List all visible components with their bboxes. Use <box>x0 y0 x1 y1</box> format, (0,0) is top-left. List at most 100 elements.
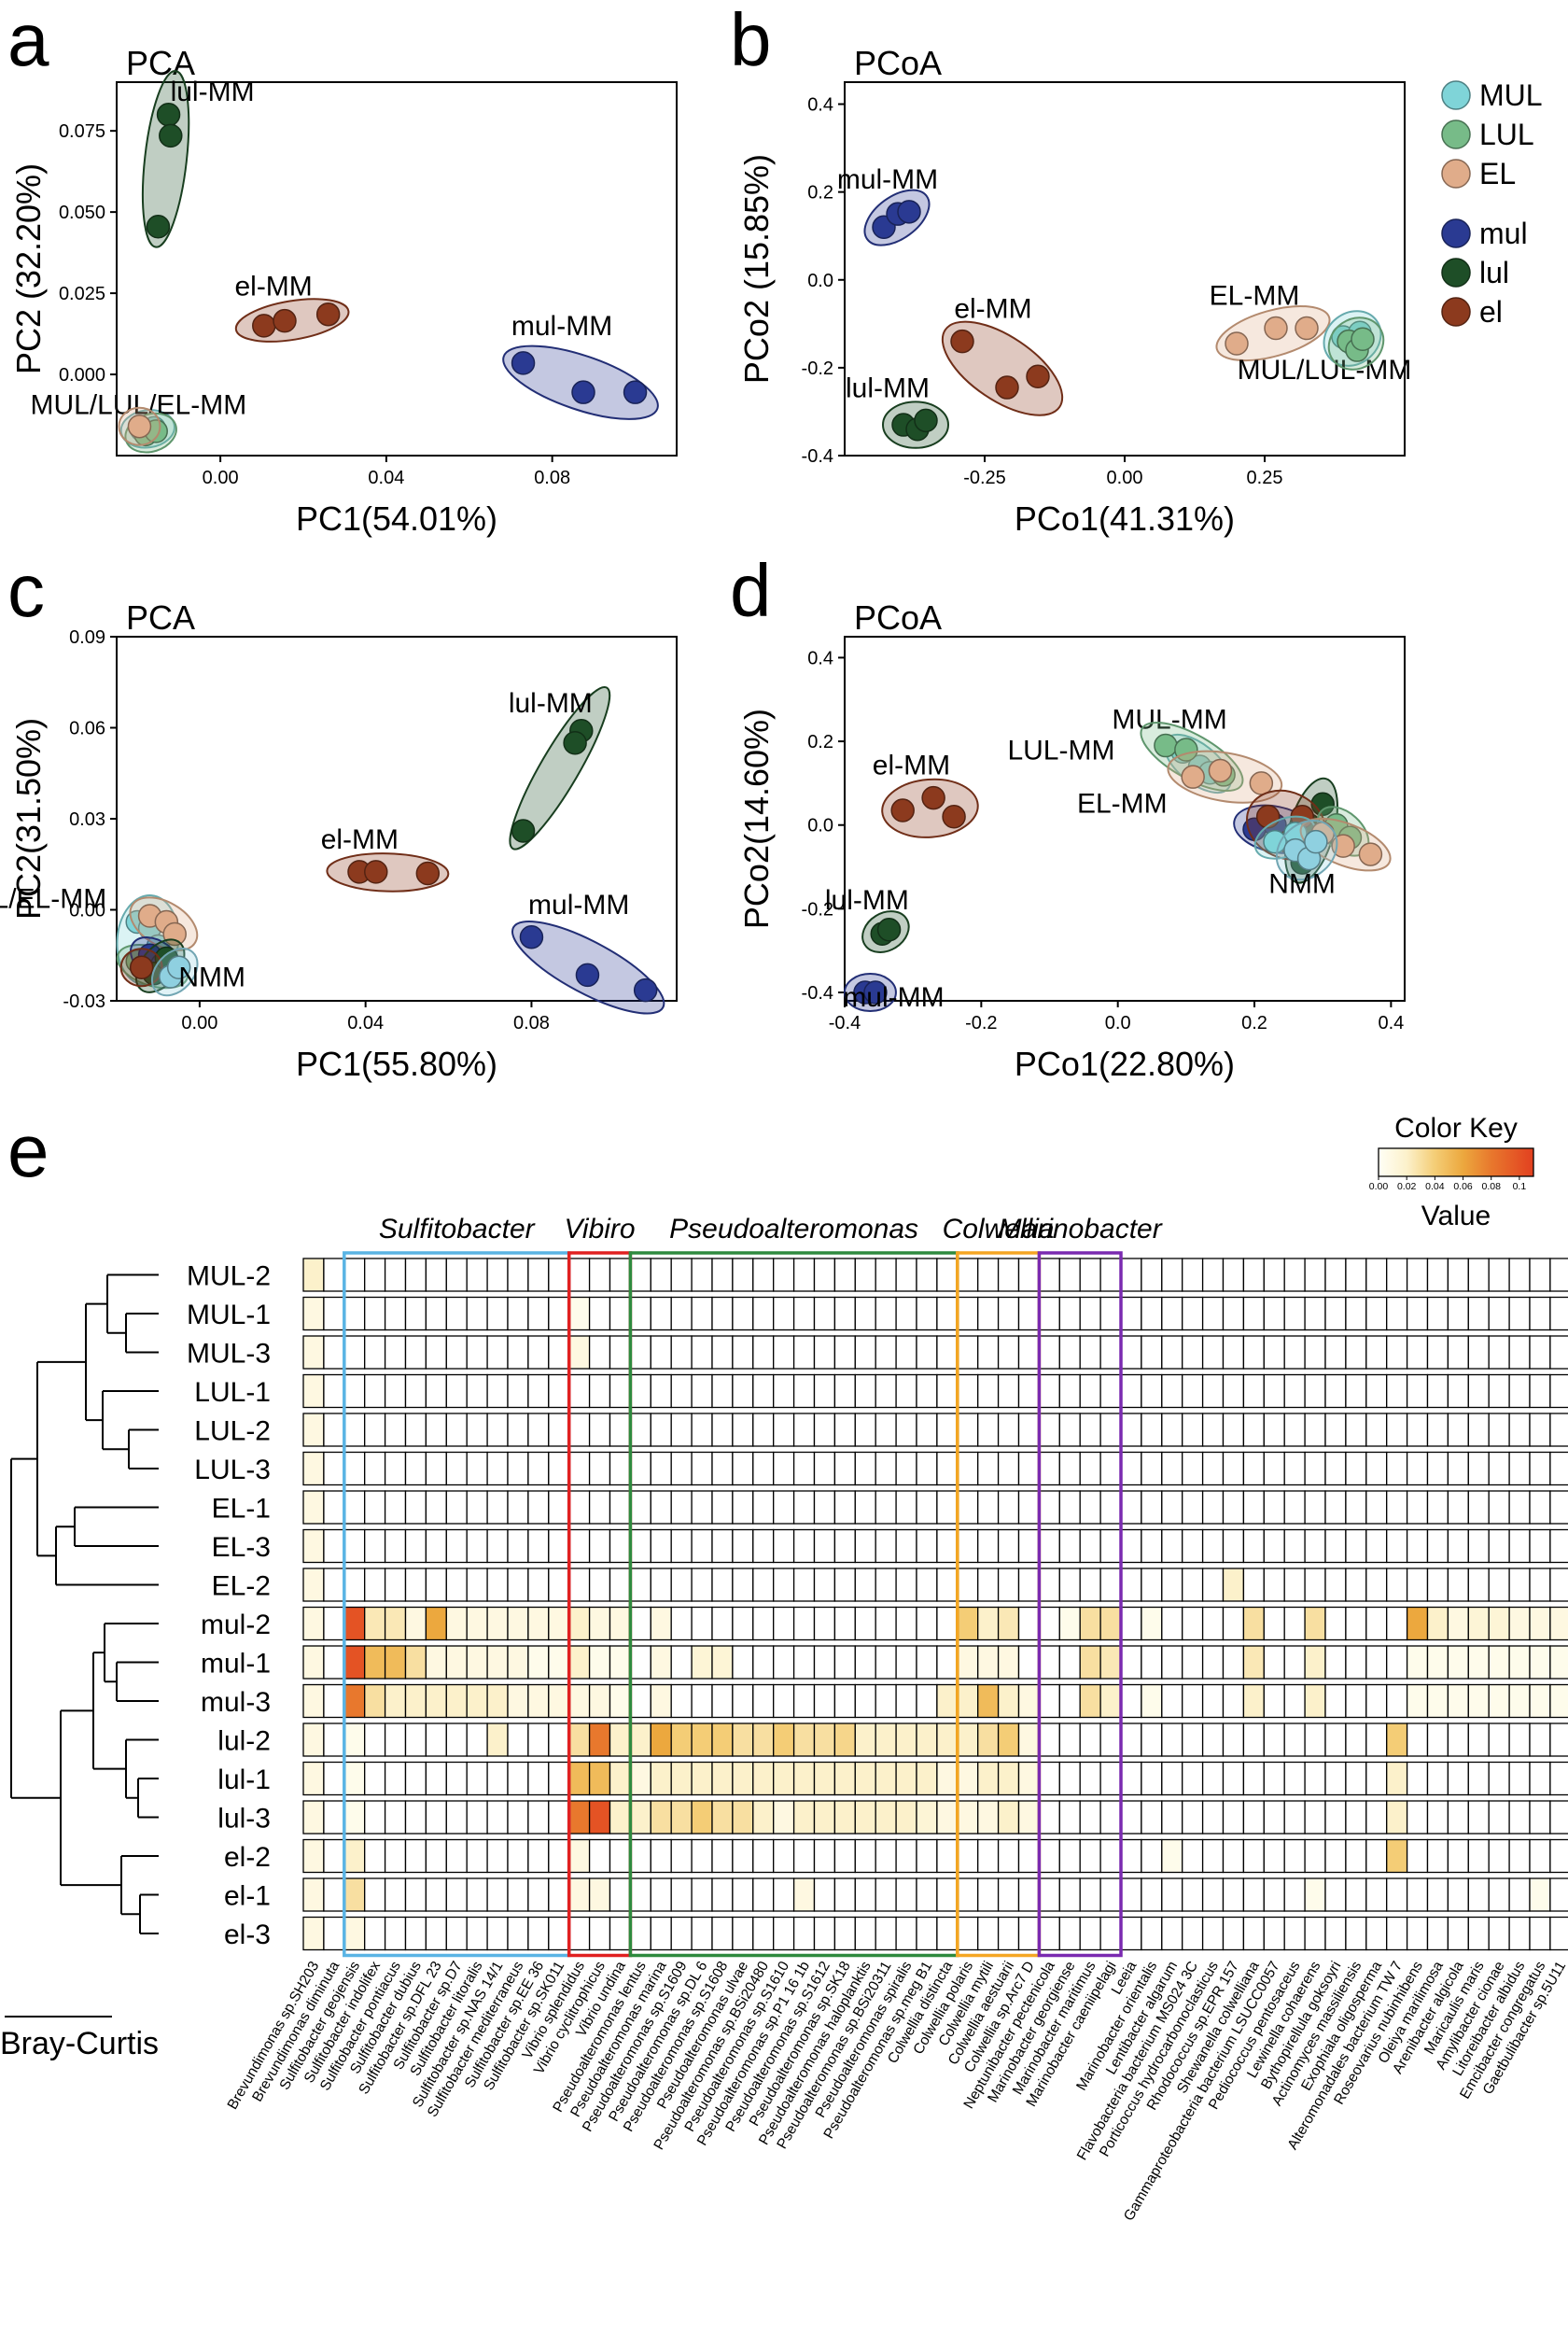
heatmap-cell <box>773 1877 795 1912</box>
heatmap-cell <box>813 1800 836 1835</box>
heatmap-cell <box>1467 1722 1490 1757</box>
heatmap-cell <box>486 1722 509 1757</box>
heatmap-cell <box>916 1258 938 1292</box>
heatmap-cell <box>425 1528 447 1564</box>
heatmap-cell <box>548 1490 570 1525</box>
heatmap-cell <box>1283 1877 1306 1912</box>
heatmap-cell <box>507 1335 529 1370</box>
heatmap-cell <box>875 1916 897 1951</box>
genus-label: Colwellia <box>943 1214 1055 1244</box>
heatmap-cell <box>1467 1645 1490 1680</box>
heatmap-cell <box>711 1490 734 1525</box>
heatmap-cell <box>1201 1490 1225 1525</box>
heatmap-cell <box>425 1568 447 1602</box>
heatmap-cell <box>957 1800 979 1835</box>
heatmap-cell <box>833 1413 856 1447</box>
point-el <box>129 955 154 979</box>
heatmap-cell <box>445 1916 468 1951</box>
heatmap-row-label: MUL-3 <box>187 1339 271 1370</box>
heatmap-cell <box>1304 1258 1326 1292</box>
heatmap-cell <box>916 1683 938 1719</box>
heatmap-cell <box>1201 1761 1225 1796</box>
heatmap-cell <box>997 1413 1020 1447</box>
heatmap-cell <box>1242 1722 1265 1757</box>
heatmap-cell <box>486 1761 509 1796</box>
heatmap-cell <box>1038 1877 1060 1912</box>
heatmap-cell <box>732 1258 754 1292</box>
heatmap-cell <box>1345 1800 1367 1835</box>
heatmap-cell <box>1099 1761 1122 1796</box>
group-label-MUL: MUL-MM <box>1112 704 1226 735</box>
heatmap-cell <box>752 1413 775 1447</box>
x-axis-label-d: PCo1(22.80%) <box>1015 1045 1235 1083</box>
heatmap-cell <box>1141 1335 1163 1370</box>
heatmap-cell <box>997 1916 1020 1951</box>
heatmap-cell <box>1058 1258 1081 1292</box>
heatmap-cell <box>1038 1722 1060 1757</box>
heatmap-cell <box>1406 1258 1429 1292</box>
heatmap-cell <box>1345 1916 1367 1951</box>
heatmap-cell <box>670 1800 693 1835</box>
heatmap-cell <box>1161 1258 1183 1292</box>
heatmap-cell <box>916 1877 938 1912</box>
heatmap-cell <box>1304 1490 1326 1525</box>
heatmap-cell <box>548 1373 570 1409</box>
heatmap-cell <box>1447 1800 1469 1835</box>
heatmap-row-label: EL-1 <box>212 1494 271 1525</box>
legend-label-el: el <box>1479 295 1503 329</box>
heatmap-cell <box>568 1296 591 1331</box>
heatmap-cell <box>1038 1528 1060 1564</box>
heatmap-cell <box>997 1258 1020 1292</box>
heatmap-cell <box>691 1606 713 1641</box>
heatmap-cell <box>507 1296 529 1331</box>
heatmap-cell <box>1345 1683 1367 1719</box>
heatmap-cell <box>629 1335 651 1370</box>
heatmap-cell <box>1099 1413 1122 1447</box>
heatmap-cell <box>854 1800 876 1835</box>
heatmap-cell <box>1182 1490 1204 1525</box>
heatmap-cell <box>916 1606 938 1641</box>
heatmap-cell <box>1365 1335 1388 1370</box>
heatmap-cell <box>1467 1413 1490 1447</box>
heatmap-cell <box>752 1258 775 1292</box>
heatmap-cell <box>854 1877 876 1912</box>
heatmap-cell <box>997 1683 1020 1719</box>
heatmap-cell <box>833 1490 856 1525</box>
heatmap-cell <box>773 1373 795 1409</box>
heatmap-cell <box>936 1645 959 1680</box>
heatmap-cell <box>486 1645 509 1680</box>
heatmap-row-label: el-1 <box>224 1881 271 1912</box>
heatmap-cell <box>527 1722 550 1757</box>
heatmap-row-label: lul-3 <box>217 1804 271 1835</box>
heatmap-cell <box>1263 1761 1285 1796</box>
heatmap-cell <box>957 1838 979 1874</box>
heatmap-cell <box>1406 1528 1429 1564</box>
heatmap-cell <box>1549 1528 1568 1564</box>
heatmap-cell <box>1099 1296 1122 1331</box>
heatmap-cell <box>854 1916 876 1951</box>
heatmap-cell <box>1529 1645 1551 1680</box>
heatmap-cell <box>486 1335 509 1370</box>
heatmap-cell <box>773 1568 795 1602</box>
heatmap-cell <box>1386 1335 1408 1370</box>
heatmap-cell <box>629 1451 651 1486</box>
heatmap-cell <box>792 1258 816 1292</box>
heatmap-cell <box>691 1761 713 1796</box>
group-label-el: el-MM <box>321 824 399 855</box>
heatmap-cell <box>773 1606 795 1641</box>
heatmap-cell <box>1201 1877 1225 1912</box>
heatmap-cell <box>1508 1683 1531 1719</box>
pca-plot-a: PCA 0.00 0.04 0.08 0.000 0.025 0.050 0.075 PC1(5… <box>9 44 678 538</box>
heatmap-cell <box>343 1645 366 1680</box>
heatmap-cell <box>1222 1683 1245 1719</box>
heatmap-cell <box>1242 1645 1265 1680</box>
heatmap-cell <box>548 1335 570 1370</box>
heatmap-cell <box>343 1838 366 1874</box>
y-tick-label-a: 0.050 <box>59 203 105 223</box>
heatmap-cell <box>670 1722 693 1757</box>
heatmap-cell <box>1488 1296 1510 1331</box>
heatmap-cell <box>936 1800 959 1835</box>
heatmap-cell <box>1365 1296 1388 1331</box>
heatmap-cell <box>1447 1568 1469 1602</box>
heatmap-cell <box>466 1335 488 1370</box>
